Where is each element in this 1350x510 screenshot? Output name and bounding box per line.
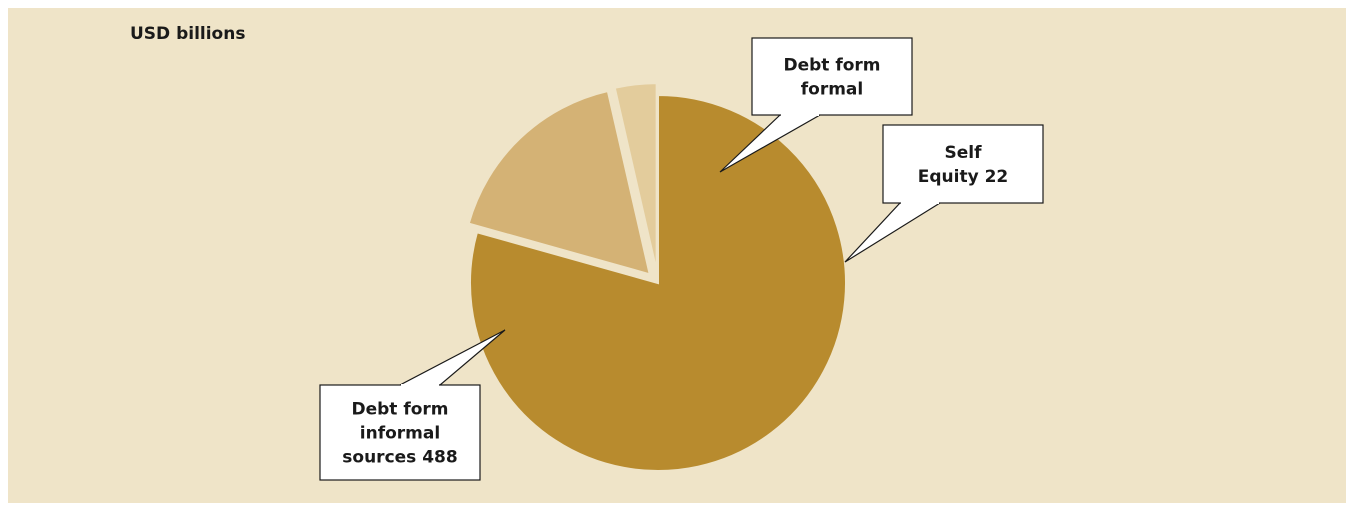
callout-box — [319, 384, 481, 481]
callout-pointer — [844, 202, 943, 263]
callout-box — [882, 124, 1044, 204]
callout-box — [751, 37, 913, 116]
unit-label: USD billions — [130, 24, 246, 44]
callout-informal: Debt form informal sources 488 — [319, 329, 506, 481]
callout-label-line: Debt form — [783, 56, 880, 76]
pie-slice-informal — [469, 93, 847, 472]
callout-formal: Debt form formal — [719, 37, 913, 173]
callout-label-line: Debt form — [351, 400, 448, 420]
callout-label-line: sources 488 — [342, 448, 457, 468]
callout-label-line: informal — [360, 424, 440, 444]
callout-label-line: Self — [945, 143, 983, 163]
callout-label-line: Equity 22 — [918, 167, 1009, 187]
callout-label-line: formal — [801, 80, 863, 100]
pie-slice-self-equity — [613, 82, 658, 272]
callout-self-equity: Self Equity 22 — [844, 124, 1044, 263]
pie-slice-formal — [467, 89, 652, 276]
